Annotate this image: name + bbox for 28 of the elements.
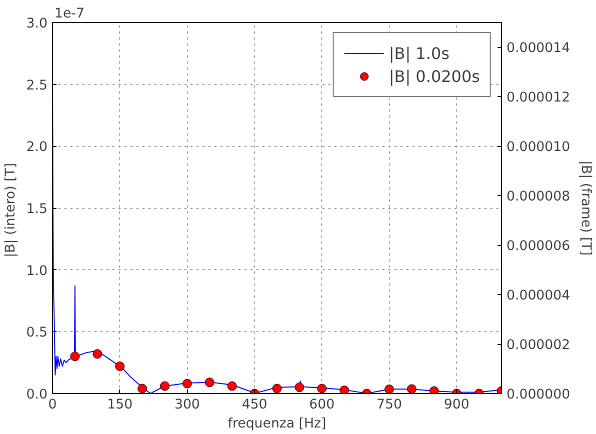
x-tick-label: 300: [174, 398, 200, 412]
y-tick-label: 3.0: [26, 16, 48, 32]
legend-label: |B| 0.0200s: [388, 66, 480, 86]
y2-tick-label: 0.000008: [506, 190, 570, 205]
y-tick-label: 1.0: [26, 264, 48, 279]
x-tick-label: 900: [444, 398, 470, 412]
y2-tick-label: 0.000000: [506, 388, 570, 402]
y2-tick-label: 0.000010: [506, 140, 570, 156]
x-tick-label: 150: [107, 398, 133, 412]
x-tick-label: 750: [376, 398, 402, 412]
x-axis-title: frequenza [Hz]: [228, 416, 326, 432]
y2-tick-label: 0.000004: [506, 288, 570, 304]
y-tick-label: 1.5: [26, 202, 48, 217]
y-tick-label: 0.5: [26, 326, 48, 341]
y2-tick-label: 0.000012: [506, 90, 570, 106]
y2-tick-label: 0.000014: [506, 41, 570, 56]
y-tick-label: 0.0: [26, 388, 48, 402]
y2-tick-label: 0.000006: [506, 239, 570, 254]
y2-axis-title: |B| (frame) [T]: [578, 160, 594, 256]
legend-label: |B| 1.0s: [388, 44, 450, 62]
y-tick-label: 2.0: [26, 140, 48, 156]
y2-tick-label: 0.000002: [506, 338, 570, 354]
x-tick-label: 0: [48, 398, 57, 412]
x-tick-label: 450: [242, 398, 268, 412]
y-axis-title: |B| (intero) [T]: [3, 162, 18, 258]
text: 1e-7: [54, 6, 84, 22]
y-tick-label: 2.5: [26, 78, 48, 94]
x-tick-label: 600: [309, 398, 335, 412]
